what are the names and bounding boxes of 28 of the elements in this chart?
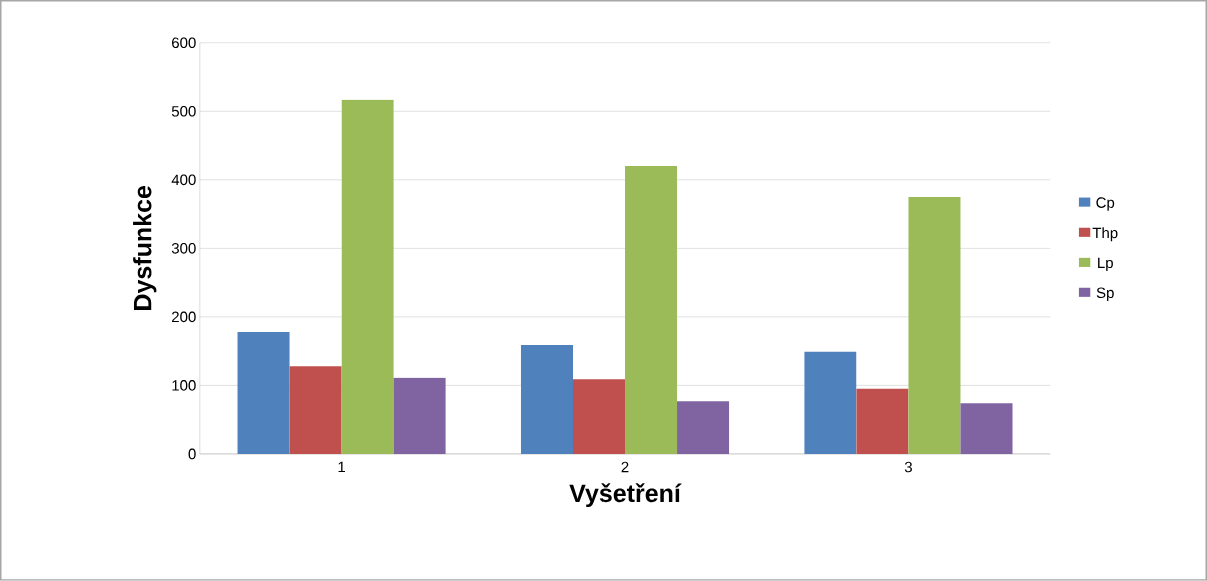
bar (625, 166, 678, 455)
y-tick-label: 600 (172, 37, 196, 49)
bar (573, 379, 626, 455)
bar (341, 99, 394, 455)
y-axis-title: Dysfunkce (133, 186, 157, 311)
y-tick-label: 0 (188, 448, 196, 460)
y-tick-label: 400 (171, 174, 196, 186)
x-axis-title: Vyšetření (569, 483, 682, 508)
y-tick-label: 300 (171, 243, 196, 254)
bar (804, 351, 857, 455)
bar (677, 401, 730, 455)
bar (856, 388, 909, 455)
legend-label: Lp (1098, 257, 1113, 272)
legend-label: Cp (1096, 197, 1115, 211)
bar (908, 197, 961, 455)
bar (520, 345, 573, 455)
y-tick-label: 500 (171, 106, 196, 117)
bar (393, 377, 446, 455)
y-tick-label: 200 (172, 311, 196, 323)
x-tick-label: 2 (621, 461, 629, 473)
x-tick-label: 1 (338, 461, 345, 473)
bar (960, 403, 1013, 455)
legend-label: Sp (1096, 287, 1114, 302)
bar (237, 332, 290, 455)
bar (289, 366, 342, 455)
legend-label: Thp (1092, 227, 1118, 242)
y-tick-label: 100 (172, 380, 196, 391)
x-tick-label: 3 (904, 461, 912, 473)
